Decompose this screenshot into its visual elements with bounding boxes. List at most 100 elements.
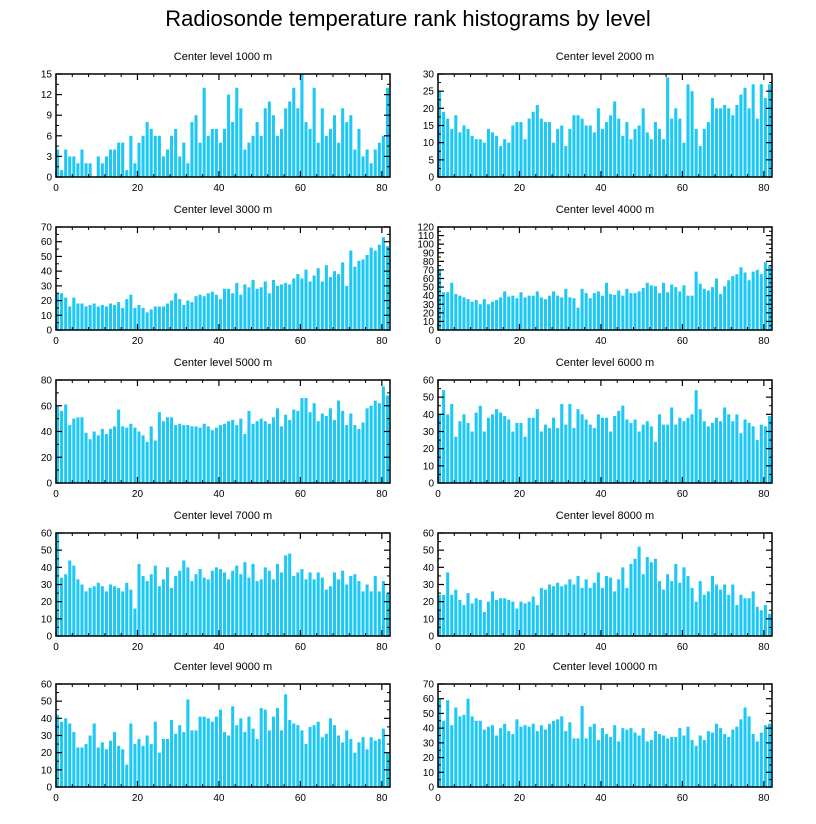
histogram-bar	[300, 569, 304, 636]
histogram-bar	[596, 108, 600, 177]
y-tick-label: 70	[41, 223, 53, 234]
histogram-bar	[113, 732, 117, 787]
histogram-bar	[157, 412, 161, 483]
histogram-bar	[495, 599, 499, 636]
x-tick-label: 60	[677, 793, 689, 804]
histogram-bar	[255, 421, 259, 483]
panel-title: Center level 6000 m	[556, 357, 654, 369]
histogram-bar	[605, 282, 609, 330]
histogram-bar	[662, 735, 666, 787]
histogram-bar	[686, 575, 690, 636]
histogram-bar	[275, 285, 280, 330]
histogram-bar	[84, 744, 88, 787]
histogram-bar	[495, 409, 499, 483]
histogram-bar	[682, 567, 686, 636]
histogram-bar	[332, 419, 337, 483]
histogram-bar	[341, 108, 345, 177]
histogram-bar	[267, 101, 271, 177]
histogram-bar	[161, 579, 165, 636]
histogram-bar	[373, 740, 377, 787]
histogram-bar	[719, 108, 723, 177]
histogram-bar	[312, 87, 316, 177]
histogram-bar	[100, 163, 104, 177]
histogram-panel-4: Center level 4000 m0 20 40 60 80010203040506…	[417, 204, 773, 347]
histogram-bar	[68, 425, 72, 483]
histogram-bar	[580, 288, 584, 330]
y-tick-label: 0	[428, 326, 434, 337]
histogram-bar	[486, 128, 490, 177]
histogram-bar	[759, 610, 763, 636]
panel-title: Center level 4000 m	[556, 204, 654, 216]
histogram-bar	[104, 749, 108, 787]
histogram-bar	[450, 594, 454, 636]
histogram-bar	[641, 287, 645, 330]
histogram-bar	[267, 293, 271, 330]
histogram-bar	[450, 404, 454, 483]
histogram-bar	[227, 735, 231, 787]
x-tick-label: 40	[213, 793, 225, 804]
histogram-bar	[698, 409, 702, 483]
histogram-bar	[121, 426, 125, 483]
histogram-bar	[670, 736, 674, 787]
histogram-bar	[328, 586, 332, 636]
x-tick-label: 80	[376, 336, 388, 347]
histogram-bar	[633, 419, 637, 483]
histogram-bar	[682, 421, 686, 483]
histogram-bar	[617, 741, 621, 787]
histogram-bar	[312, 275, 316, 330]
histogram-bar	[564, 584, 568, 636]
y-tick-label: 50	[423, 393, 435, 404]
histogram-bar	[478, 599, 482, 636]
histogram-bar	[767, 84, 771, 177]
histogram-bar	[133, 744, 137, 787]
histogram-bar	[349, 115, 353, 177]
histogram-bar	[486, 417, 490, 483]
histogram-bar	[486, 304, 490, 330]
x-tick-label: 60	[677, 489, 689, 500]
histogram-bar	[113, 426, 117, 483]
histogram-bar	[381, 135, 385, 177]
histogram-bar	[657, 128, 662, 177]
histogram-bar	[580, 414, 584, 483]
histogram-bar	[324, 135, 328, 177]
histogram-bar	[210, 721, 214, 787]
histogram-panel-6: Center level 6000 m 0 20 40 60 80 0 10 20 30 40 50 6…	[423, 357, 773, 500]
histogram-bar	[129, 135, 133, 177]
histogram-bar	[60, 293, 64, 330]
histogram-bar	[678, 118, 682, 177]
histogram-bar	[560, 125, 564, 177]
histogram-bar	[478, 304, 482, 330]
histogram-bar	[519, 422, 523, 483]
y-tick-label: 3	[46, 152, 52, 163]
histogram-bar	[743, 707, 747, 787]
y-tick-label: 30	[423, 427, 435, 438]
y-tick-label: 0	[46, 326, 52, 337]
histogram-bar	[706, 426, 710, 483]
histogram-bar	[320, 577, 324, 636]
histogram-bar	[137, 563, 141, 636]
histogram-bar	[153, 306, 157, 330]
histogram-bar	[145, 122, 149, 177]
histogram-bar	[129, 589, 133, 636]
histogram-bar	[145, 735, 149, 787]
histogram-bar	[243, 149, 247, 177]
histogram-bar	[349, 575, 353, 636]
histogram-bar	[572, 428, 576, 483]
histogram-bar	[572, 738, 576, 787]
histogram-bar	[539, 431, 543, 483]
histogram-bar	[104, 434, 108, 483]
histogram-bar	[523, 139, 527, 177]
histogram-bar	[125, 427, 129, 483]
histogram-bar	[300, 730, 304, 787]
histogram-bar	[507, 419, 511, 483]
histogram-bar	[92, 723, 96, 787]
histogram-bar	[495, 299, 499, 330]
y-tick-label: 50	[423, 709, 435, 720]
histogram-bar	[609, 736, 613, 787]
histogram-bar	[247, 577, 251, 636]
histogram-bar	[543, 299, 547, 330]
histogram-bar	[466, 698, 470, 787]
histogram-bar	[129, 423, 133, 483]
histogram-bar	[194, 296, 198, 330]
